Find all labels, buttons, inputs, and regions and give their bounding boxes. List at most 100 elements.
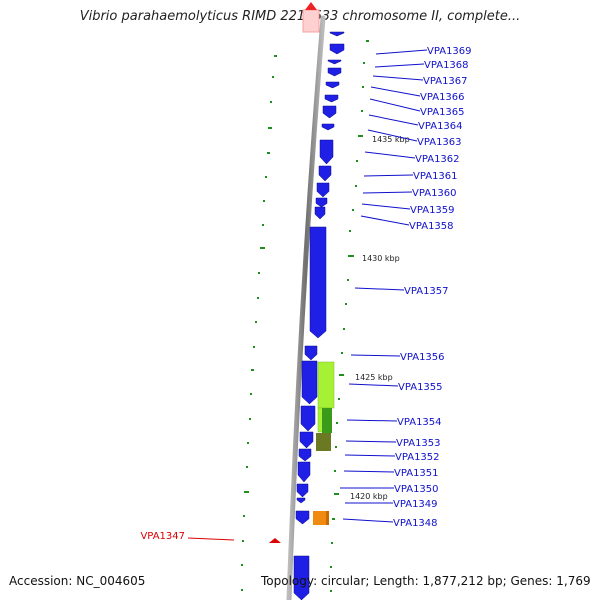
- gene-arrow[interactable]: [324, 94, 339, 103]
- gc-skew-tick: [251, 369, 254, 371]
- gc-skew-tick: [343, 328, 345, 330]
- gene-arrow[interactable]: [297, 461, 311, 483]
- gene-label-leader: [374, 63, 425, 68]
- gene-arrow[interactable]: [327, 59, 342, 65]
- gene-label[interactable]: VPA1363: [417, 137, 462, 148]
- gene-label[interactable]: VPA1348: [393, 518, 438, 529]
- gene-label[interactable]: VPA1360: [412, 188, 457, 199]
- feature-orange[interactable]: [313, 511, 328, 525]
- gene-arrow[interactable]: [314, 206, 326, 220]
- gene-arrow[interactable]: [304, 345, 318, 361]
- gene-label[interactable]: VPA1362: [415, 154, 460, 165]
- gc-skew-tick: [267, 152, 270, 154]
- gene-label[interactable]: VPA1351: [394, 468, 439, 479]
- gene-arrow[interactable]: [296, 483, 309, 498]
- gene-label-leader: [362, 191, 413, 194]
- gc-skew-tick: [330, 590, 332, 592]
- gene-label-leader: [343, 470, 395, 473]
- highlighted-gene-label[interactable]: VPA1347: [140, 531, 185, 542]
- gc-skew-tick: [352, 209, 354, 211]
- gene-label[interactable]: VPA1364: [418, 121, 463, 132]
- gc-skew-tick: [274, 55, 277, 57]
- gene-arrow[interactable]: [293, 555, 310, 600]
- gene-label-leader: [342, 518, 394, 523]
- gc-skew-tick: [262, 224, 264, 226]
- gc-skew-tick: [348, 255, 354, 257]
- gc-skew-tick: [265, 176, 267, 178]
- gene-arrow[interactable]: [316, 182, 330, 198]
- gc-skew-tick: [362, 86, 364, 88]
- gc-skew-tick: [253, 346, 255, 348]
- gene-label[interactable]: VPA1359: [410, 205, 455, 216]
- gene-label[interactable]: VPA1366: [420, 92, 465, 103]
- gene-label-leader: [363, 174, 414, 177]
- gene-arrow[interactable]: [329, 43, 345, 55]
- gene-label-leader: [368, 114, 419, 126]
- gene-arrow[interactable]: [295, 510, 310, 525]
- gene-arrow[interactable]: [300, 405, 316, 432]
- gene-arrow[interactable]: [301, 360, 318, 405]
- kbp-label: 1425 kbp: [355, 373, 393, 382]
- gene-label-leader: [361, 203, 411, 210]
- gene-label-leader: [345, 440, 397, 443]
- gene-label-leader: [367, 129, 418, 142]
- gene-arrow[interactable]: [321, 123, 335, 131]
- genome-summary: Topology: circular; Length: 1,877,212 bp…: [261, 574, 591, 588]
- gc-skew-tick: [363, 62, 365, 64]
- gc-skew-tick: [246, 466, 248, 468]
- chromosome-backbone: [286, 15, 326, 600]
- gene-label[interactable]: VPA1365: [420, 107, 465, 118]
- gene-label-leader: [370, 86, 421, 97]
- gc-skew-tick: [244, 491, 249, 493]
- gene-arrow[interactable]: [298, 448, 312, 462]
- gc-skew-tick: [272, 76, 274, 78]
- feature-orange-edge: [326, 511, 329, 525]
- gene-arrow[interactable]: [309, 226, 327, 339]
- origin-marker: [302, 9, 320, 33]
- gene-arrow[interactable]: [315, 197, 328, 208]
- gene-arrow[interactable]: [327, 67, 342, 77]
- gene-label[interactable]: VPA1350: [394, 484, 439, 495]
- gene-label-leader: [372, 75, 424, 81]
- gene-arrow[interactable]: [325, 81, 340, 89]
- gene-label[interactable]: VPA1369: [427, 46, 472, 57]
- gene-label[interactable]: VPA1352: [395, 452, 440, 463]
- gene-arrow[interactable]: [329, 31, 345, 37]
- gene-label[interactable]: VPA1353: [396, 438, 441, 449]
- gene-label-leader: [354, 287, 405, 291]
- feature-olive[interactable]: [316, 433, 331, 451]
- gc-skew-tick: [243, 515, 245, 517]
- gene-arrow[interactable]: [296, 497, 306, 504]
- gene-arrow[interactable]: [319, 139, 334, 165]
- gene-label-leader: [375, 49, 428, 55]
- feature-lime[interactable]: [317, 361, 335, 409]
- gene-arrow[interactable]: [318, 165, 332, 182]
- gene-label[interactable]: VPA1355: [398, 382, 443, 393]
- gc-skew-tick: [260, 247, 265, 249]
- gene-label[interactable]: VPA1358: [409, 221, 454, 232]
- gene-label[interactable]: VPA1356: [400, 352, 445, 363]
- gc-skew-tick: [336, 422, 338, 424]
- gc-skew-tick: [242, 540, 244, 542]
- gene-label[interactable]: VPA1368: [424, 60, 469, 71]
- map-title: Vibrio parahaemolyticus RIMD 2210633 chr…: [79, 9, 521, 24]
- highlighted-gene-marker[interactable]: [269, 538, 281, 543]
- kbp-label: 1435 kbp: [372, 135, 410, 144]
- gene-label[interactable]: VPA1361: [413, 171, 458, 182]
- gene-label[interactable]: VPA1354: [397, 417, 442, 428]
- gene-arrow[interactable]: [299, 431, 314, 449]
- coordinate-ruler: 1435 kbp 1430 kbp 1425 kbp 1420 kbp: [350, 135, 410, 501]
- gene-label[interactable]: VPA1357: [404, 286, 449, 297]
- feature-green[interactable]: [322, 408, 332, 433]
- gc-skew-tick: [335, 446, 337, 448]
- gene-label[interactable]: VPA1349: [393, 499, 438, 510]
- gc-skew-tick: [356, 160, 358, 162]
- gc-skew-tick: [247, 442, 249, 444]
- gene-arrow[interactable]: [322, 105, 337, 119]
- gene-track: [269, 31, 345, 600]
- gene-label[interactable]: VPA1367: [423, 76, 468, 87]
- kbp-label: 1430 kbp: [362, 254, 400, 263]
- gene-label-layer: VPA1369 VPA1368 VPA1367 VPA1366 VPA1365 VPA13…: [140, 46, 471, 542]
- gene-label-leader: [346, 419, 398, 422]
